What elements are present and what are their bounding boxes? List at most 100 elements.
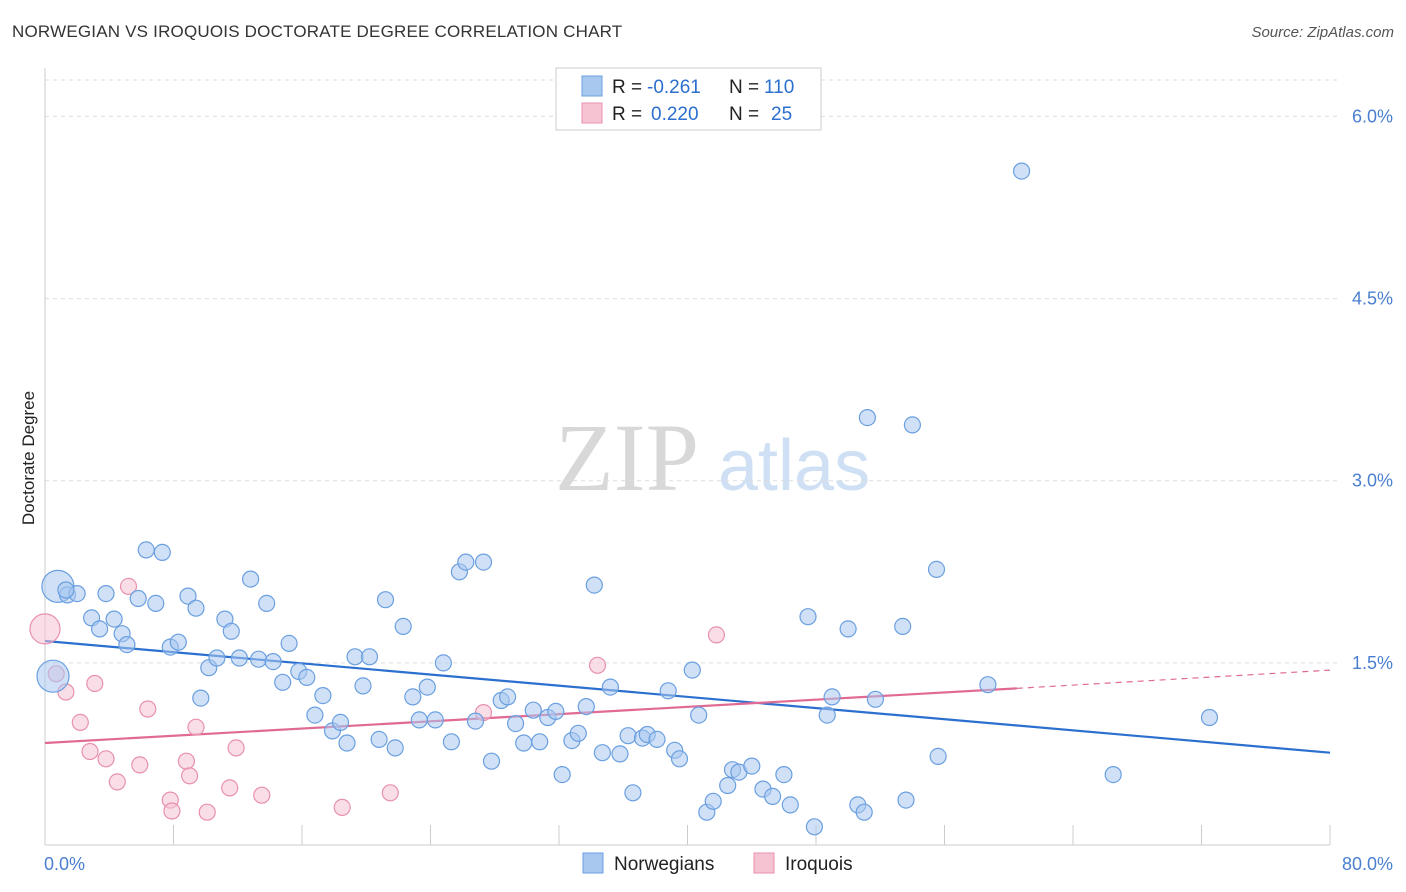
legend-swatch-iroquois <box>581 102 603 124</box>
norwegian-point <box>360 648 379 666</box>
iroquois-point <box>108 773 126 791</box>
norwegian-point <box>230 649 248 667</box>
norwegian-point <box>855 803 873 821</box>
norwegian-point <box>376 591 395 609</box>
norwegian-point <box>601 678 620 696</box>
x-tick-label-max: 80.0% <box>1342 854 1393 874</box>
iroquois-point <box>253 786 271 804</box>
watermark-zip: ZIP <box>555 404 699 511</box>
legend-r-value: 0.220 <box>651 104 699 125</box>
norwegian-point <box>506 714 525 733</box>
norwegian-point <box>683 661 701 679</box>
norwegian-point <box>482 752 501 770</box>
legend-n-label: N = <box>729 77 759 98</box>
norwegian-point <box>331 713 350 732</box>
legend-n-value: 110 <box>764 77 794 98</box>
norwegian-point <box>858 409 877 427</box>
norwegian-point <box>457 553 475 571</box>
norwegian-point <box>97 584 115 603</box>
norwegian-point <box>781 796 799 814</box>
iroquois-point <box>187 718 205 736</box>
norwegian-point <box>670 750 689 768</box>
iroquois-point <box>29 613 61 645</box>
norwegian-point <box>569 724 587 742</box>
iroquois-point <box>163 802 181 820</box>
norwegian-point <box>370 730 388 749</box>
norwegian-point <box>823 688 841 706</box>
norwegian-point <box>404 688 422 706</box>
norwegian-point <box>894 617 912 636</box>
norwegian-point <box>153 543 171 562</box>
iroquois-point <box>381 784 399 802</box>
legend-r-label: R = <box>612 77 642 98</box>
norwegian-point <box>386 739 404 757</box>
chart-title: NORWEGIAN VS IROQUOIS DOCTORATE DEGREE C… <box>12 22 623 41</box>
watermark-atlas: atlas <box>718 426 870 506</box>
norwegian-point <box>169 633 187 651</box>
tick-labels: 1.5% 3.0% 4.5% 6.0% 0.0% 80.0% <box>44 106 1393 874</box>
norwegian-point <box>619 727 637 745</box>
iroquois-trend-line-extension <box>1016 669 1331 689</box>
legend-n-value: 25 <box>771 104 792 125</box>
legend-swatch-norwegians <box>581 75 603 97</box>
iroquois-point <box>139 700 157 718</box>
norwegian-point <box>280 634 298 653</box>
norwegian-point <box>466 712 485 730</box>
iroquois-point <box>119 577 138 596</box>
stats-legend: R = -0.261 N = 110 R = 0.220 N = 25 <box>555 67 822 131</box>
axes <box>44 68 1331 846</box>
norwegian-point <box>474 553 493 571</box>
iroquois-point <box>97 750 115 768</box>
norwegian-point <box>208 649 226 667</box>
legend-label-norwegians: Norwegians <box>614 854 714 875</box>
norwegian-point <box>704 792 722 810</box>
norwegian-point <box>593 744 612 762</box>
norwegian-point <box>192 689 210 707</box>
norwegian-point <box>147 594 165 613</box>
norwegian-point <box>346 648 364 666</box>
norwegian-point <box>648 730 666 749</box>
norwegian-point <box>799 608 817 626</box>
grid-lines <box>45 79 1338 664</box>
legend-r-label: R = <box>612 104 642 125</box>
norwegian-point <box>250 650 268 668</box>
data-points <box>29 162 1219 836</box>
norwegian-point <box>426 711 444 729</box>
y-tick-label: 6.0% <box>1352 106 1393 126</box>
norwegian-point <box>903 416 922 434</box>
norwegian-point <box>306 706 324 724</box>
iroquois-point <box>86 674 104 693</box>
norwegian-point <box>775 765 793 784</box>
norwegian-point <box>531 733 549 751</box>
norwegian-point <box>434 654 452 672</box>
legend-swatch-norwegians <box>582 852 604 874</box>
norwegian-point <box>577 697 595 716</box>
norwegian-point <box>659 682 677 700</box>
iroquois-point <box>227 739 245 757</box>
y-tick-label: 4.5% <box>1352 289 1393 309</box>
norwegian-point <box>222 622 240 640</box>
iroquois-point <box>221 779 239 797</box>
iroquois-point <box>131 756 149 774</box>
norwegian-point <box>137 541 155 559</box>
norwegian-point <box>410 711 428 729</box>
norwegian-point <box>839 620 857 638</box>
norwegian-point <box>743 757 761 775</box>
norwegian-point <box>298 668 316 687</box>
iroquois-point <box>198 803 216 821</box>
norwegian-point <box>242 570 260 588</box>
legend-swatch-iroquois <box>753 852 775 874</box>
norwegian-point <box>1200 708 1219 727</box>
iroquois-point <box>333 798 351 817</box>
norwegian-point <box>394 617 412 636</box>
legend-r-value: -0.261 <box>647 77 701 98</box>
y-axis-label: Doctorate Degree <box>19 391 38 525</box>
norwegian-point <box>763 787 782 806</box>
norwegian-point <box>585 576 603 594</box>
norwegian-point <box>927 560 946 579</box>
norwegian-point <box>36 659 70 693</box>
norwegian-point <box>805 818 824 836</box>
norwegian-point <box>1012 162 1031 180</box>
norwegian-point <box>264 652 282 671</box>
